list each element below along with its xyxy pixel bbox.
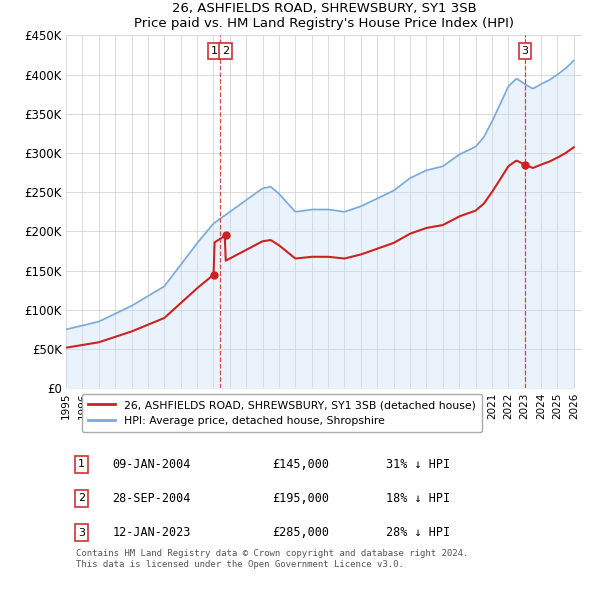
- Text: £145,000: £145,000: [272, 458, 329, 471]
- Text: 18% ↓ HPI: 18% ↓ HPI: [386, 492, 450, 505]
- Text: 1: 1: [78, 459, 85, 469]
- Text: 2: 2: [222, 46, 229, 56]
- Title: 26, ASHFIELDS ROAD, SHREWSBURY, SY1 3SB
Price paid vs. HM Land Registry's House : 26, ASHFIELDS ROAD, SHREWSBURY, SY1 3SB …: [134, 2, 514, 30]
- Text: £195,000: £195,000: [272, 492, 329, 505]
- Text: 09-JAN-2004: 09-JAN-2004: [112, 458, 191, 471]
- Legend: 26, ASHFIELDS ROAD, SHREWSBURY, SY1 3SB (detached house), HPI: Average price, de: 26, ASHFIELDS ROAD, SHREWSBURY, SY1 3SB …: [82, 394, 482, 432]
- Text: 12-JAN-2023: 12-JAN-2023: [112, 526, 191, 539]
- Text: 3: 3: [78, 527, 85, 537]
- Text: Contains HM Land Registry data © Crown copyright and database right 2024.
This d: Contains HM Land Registry data © Crown c…: [76, 549, 469, 569]
- Text: 1: 1: [211, 46, 218, 56]
- Text: 28-SEP-2004: 28-SEP-2004: [112, 492, 191, 505]
- Text: 2: 2: [78, 493, 85, 503]
- Text: £285,000: £285,000: [272, 526, 329, 539]
- Text: 3: 3: [521, 46, 529, 56]
- Text: 28% ↓ HPI: 28% ↓ HPI: [386, 526, 450, 539]
- Text: 31% ↓ HPI: 31% ↓ HPI: [386, 458, 450, 471]
